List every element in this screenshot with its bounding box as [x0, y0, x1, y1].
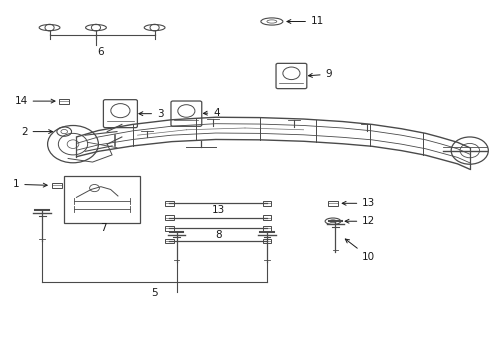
Bar: [51, 183, 62, 188]
Bar: [263, 239, 271, 243]
Text: 11: 11: [287, 17, 324, 27]
Text: 4: 4: [203, 108, 220, 118]
Text: 13: 13: [342, 198, 375, 208]
Text: 10: 10: [345, 239, 375, 262]
Bar: [165, 239, 173, 243]
Text: 13: 13: [212, 206, 225, 216]
Text: 12: 12: [345, 216, 375, 226]
Bar: [263, 215, 271, 220]
Text: 2: 2: [21, 127, 52, 136]
Text: 1: 1: [13, 179, 47, 189]
Bar: [59, 99, 69, 104]
Text: 6: 6: [98, 46, 104, 57]
Text: 5: 5: [151, 288, 158, 298]
Bar: [64, 176, 140, 223]
Bar: [328, 201, 338, 206]
Bar: [263, 226, 271, 231]
Text: 3: 3: [139, 109, 164, 119]
Text: 9: 9: [309, 69, 332, 79]
Bar: [165, 215, 173, 220]
Bar: [263, 201, 271, 206]
Bar: [165, 201, 173, 206]
Text: 8: 8: [215, 230, 221, 239]
Text: 7: 7: [100, 224, 107, 233]
Bar: [165, 226, 173, 231]
Text: 14: 14: [14, 96, 55, 106]
